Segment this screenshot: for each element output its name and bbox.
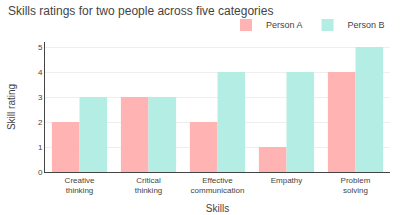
svg-text:0: 0 bbox=[38, 168, 43, 177]
svg-text:Empathy: Empathy bbox=[271, 176, 303, 185]
svg-text:Skill rating: Skill rating bbox=[6, 84, 17, 130]
svg-text:Problemsolving: Problemsolving bbox=[341, 176, 371, 195]
svg-text:Skills ratings for two people: Skills ratings for two people across fiv… bbox=[8, 4, 273, 18]
svg-text:Person A: Person A bbox=[266, 20, 303, 30]
svg-text:3: 3 bbox=[38, 93, 43, 102]
svg-text:Criticalthinking: Criticalthinking bbox=[135, 176, 163, 195]
svg-text:Effectivecommunication: Effectivecommunication bbox=[191, 176, 245, 195]
svg-text:1: 1 bbox=[38, 143, 43, 152]
svg-text:4: 4 bbox=[38, 68, 43, 77]
svg-text:5: 5 bbox=[38, 43, 43, 52]
svg-text:Skills: Skills bbox=[206, 203, 229, 214]
svg-text:Person B: Person B bbox=[348, 20, 385, 30]
svg-text:2: 2 bbox=[38, 118, 43, 127]
svg-text:Creativethinking: Creativethinking bbox=[65, 176, 95, 195]
